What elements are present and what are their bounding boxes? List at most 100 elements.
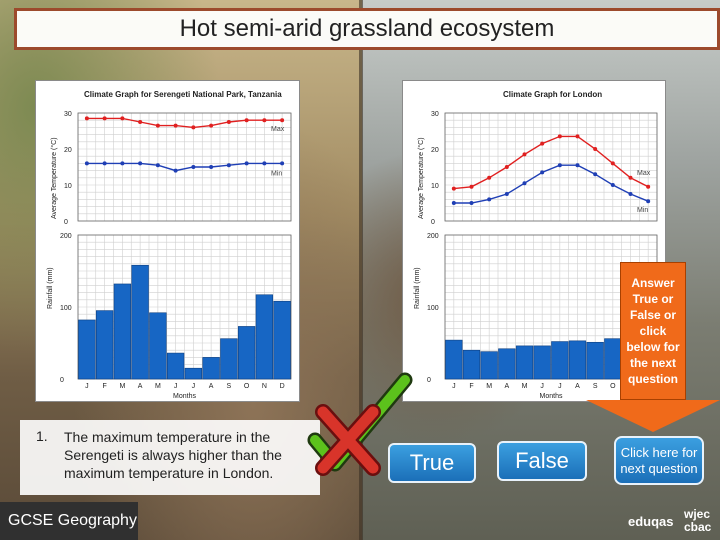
max-temp-point <box>191 125 196 130</box>
logos: eduqas wjec cbac <box>628 508 720 538</box>
month-tick-label: M <box>119 383 125 390</box>
answer-arrow-joint <box>620 398 686 402</box>
temp-tick-label: 0 <box>64 219 68 226</box>
rainfall-bar <box>515 345 534 380</box>
x-axis-label: Months <box>173 393 196 400</box>
temp-tick-label: 10 <box>64 183 72 190</box>
feedback-icons <box>307 372 413 476</box>
rainfall-bar <box>113 283 132 380</box>
question-box: 1. The maximum temperature in the Sereng… <box>20 420 320 495</box>
grid-lines <box>77 112 292 380</box>
max-temp-point <box>522 152 527 157</box>
month-tick-label: J <box>174 383 178 390</box>
rainfall-bar <box>462 349 481 380</box>
month-tick-label: J <box>192 383 196 390</box>
max-temp-point <box>280 118 285 123</box>
min-temp-point <box>646 199 651 204</box>
rainfall-bar <box>149 312 167 380</box>
min-temp-point <box>610 183 615 187</box>
min-series-label: Min <box>271 170 282 177</box>
month-tick-label: J <box>540 383 544 390</box>
rainfall-bar <box>220 338 238 380</box>
month-tick-label: N <box>262 383 267 390</box>
temp-plot-frame <box>77 112 292 222</box>
min-temp-point <box>120 161 125 166</box>
max-temp-point <box>610 161 615 166</box>
serengeti-chart-svg: Climate Graph for Serengeti National Par… <box>47 90 292 400</box>
max-temp-point <box>646 184 651 189</box>
slide-title: Hot semi-arid grassland ecosystem <box>179 15 555 42</box>
month-tick-label: O <box>244 383 250 390</box>
max-temp-point <box>628 175 633 180</box>
rainfall-bar <box>255 294 274 380</box>
rainfall-bar <box>586 341 604 380</box>
max-temp-point <box>226 120 231 124</box>
false-button[interactable]: False <box>497 441 587 481</box>
max-temp-point <box>173 123 178 128</box>
min-temp-point <box>280 161 285 166</box>
rain-tick-label: 200 <box>427 233 439 240</box>
month-tick-label: M <box>522 383 528 390</box>
month-tick-label: J <box>558 383 562 390</box>
rainfall-bar <box>604 338 622 380</box>
month-tick-label: S <box>227 383 232 390</box>
min-temp-point <box>593 172 598 177</box>
next-question-button[interactable]: Click here for next question <box>614 436 704 485</box>
background-divider <box>359 0 363 540</box>
max-temp-point <box>451 186 456 191</box>
rainfall-bar <box>480 351 498 380</box>
question-number: 1. <box>36 428 48 444</box>
london-climate-graph: Climate Graph for London 0 10 20 30 0 100 200 Av… <box>402 80 666 402</box>
min-temp-point <box>226 163 231 168</box>
rain-axis-label: Rainfall (mm) <box>414 267 421 309</box>
temp-axis-label: Average Temperature (°C) <box>417 137 425 219</box>
max-temp-point <box>209 123 214 128</box>
eduqas-logo: eduqas <box>628 514 674 529</box>
temp-plot-frame <box>444 112 658 222</box>
min-temp-point <box>138 161 143 166</box>
rain-tick-label: 0 <box>427 377 431 384</box>
answer-instruction-text: Answer True or False or click below for … <box>626 276 680 386</box>
temp-axis-label: Average Temperature (°C) <box>50 137 58 219</box>
min-temp-point <box>173 168 178 173</box>
wjec-logo-line1: wjec <box>684 507 711 521</box>
min-temp-point <box>84 161 89 166</box>
rainfall-bar <box>551 341 569 380</box>
true-button[interactable]: True <box>388 443 476 483</box>
x-axis-label: Months <box>540 393 563 400</box>
cross-icon <box>315 404 381 476</box>
min-temp-point <box>244 161 249 166</box>
max-temp-point <box>593 147 598 151</box>
min-temp-point <box>102 161 107 166</box>
min-temp-point <box>451 201 456 205</box>
month-tick-label: M <box>486 383 492 390</box>
max-temp-point <box>244 118 249 123</box>
month-tick-label: F <box>469 383 473 390</box>
temp-tick-label: 10 <box>431 183 439 190</box>
answer-arrow-shape <box>586 400 720 432</box>
wjec-logo-line2: cbac <box>684 520 712 534</box>
max-temp-point <box>84 116 89 121</box>
answer-instruction-box: Answer True or False or click below for … <box>620 262 686 400</box>
min-temp-point <box>262 161 267 166</box>
title-bar: Hot semi-arid grassland ecosystem <box>14 8 720 50</box>
temp-tick-label: 30 <box>431 111 439 118</box>
rain-axis-label: Rainfall (mm) <box>47 267 54 309</box>
question-text: The maximum temperature in the Serengeti… <box>64 429 282 481</box>
month-tick-label: O <box>610 383 616 390</box>
max-temp-point <box>120 116 125 121</box>
temp-tick-label: 0 <box>431 219 435 226</box>
chart-title: Climate Graph for London <box>503 90 602 99</box>
footer-text: GCSE Geography <box>8 512 137 529</box>
max-temp-point <box>487 175 492 180</box>
rain-tick-label: 0 <box>60 377 64 384</box>
min-temp-point <box>504 192 509 196</box>
min-temp-point <box>540 170 545 175</box>
max-temp-point <box>557 134 562 139</box>
min-temp-point <box>487 197 492 202</box>
max-temp-point <box>540 141 545 146</box>
temp-tick-label: 30 <box>64 111 72 118</box>
rainfall-bar <box>131 264 149 380</box>
temp-tick-label: 20 <box>64 147 72 154</box>
min-temp-point <box>557 163 562 168</box>
